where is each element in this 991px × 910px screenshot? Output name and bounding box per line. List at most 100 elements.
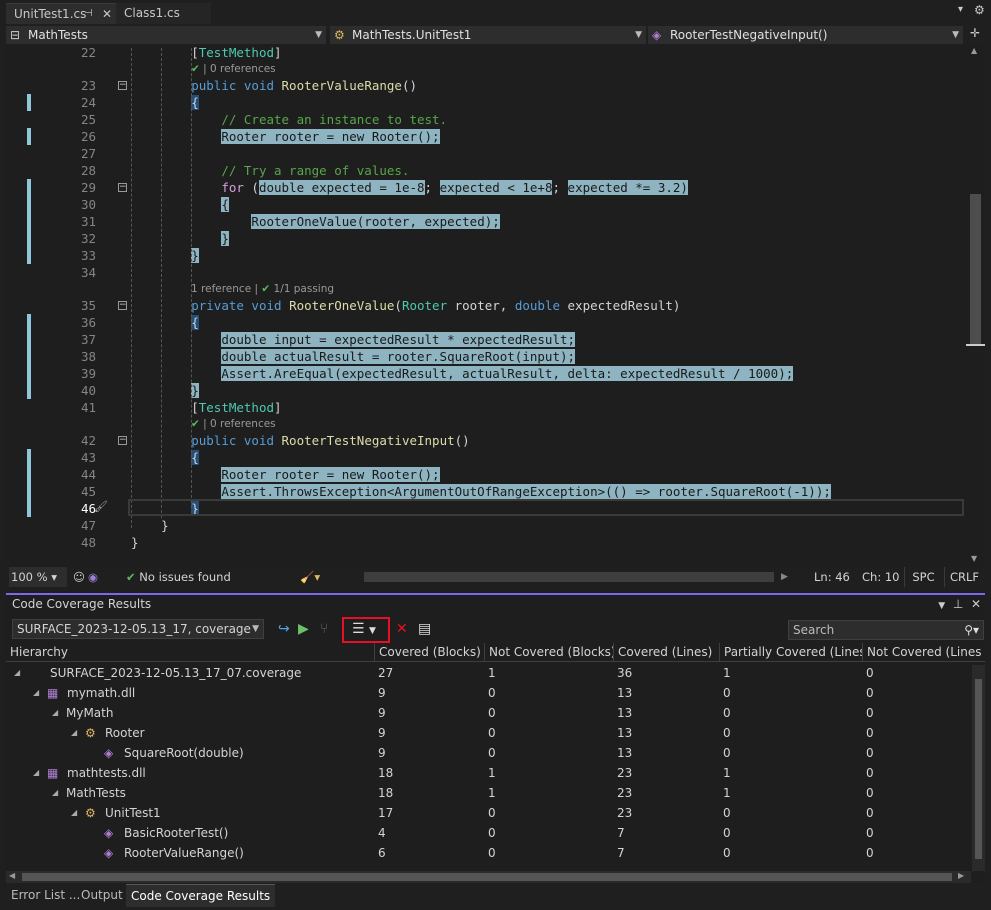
- intellicode-icon[interactable]: ◉: [88, 570, 99, 584]
- collapse-icon[interactable]: −: [118, 300, 127, 310]
- code-line: }: [131, 230, 229, 247]
- table-row[interactable]: ◢ MyMath 9 0 13 0 0: [6, 703, 971, 723]
- search-input[interactable]: Search ⚲▾: [788, 620, 984, 640]
- zoom-dropdown[interactable]: 100 % ▾: [9, 567, 67, 587]
- column-header[interactable]: Partially Covered (Lines): [719, 643, 862, 662]
- expander-icon[interactable]: ◢: [14, 668, 21, 677]
- table-row[interactable]: ◈ SquareRoot(double) 9 0 13 0 0: [6, 743, 971, 763]
- tab-class1[interactable]: Class1.cs: [116, 3, 211, 24]
- table-row[interactable]: ◈ BasicRooterTest() 4 0 7 0 0: [6, 823, 971, 843]
- table-row[interactable]: ◈ RooterValueRange() 6 0 7 0 0: [6, 843, 971, 863]
- zoom-value: 100 %: [11, 570, 48, 584]
- pin-icon[interactable]: ⊣: [84, 8, 93, 19]
- member-dropdown[interactable]: ◈ RooterTestNegativeInput() ▼: [648, 26, 963, 44]
- pin-icon[interactable]: ⊥: [952, 597, 964, 611]
- cell-value: 23: [617, 806, 633, 820]
- codelens[interactable]: ✔ | 0 references: [191, 416, 276, 432]
- collapse-icon[interactable]: −: [118, 182, 127, 192]
- scroll-left-icon[interactable]: ▶: [781, 572, 788, 582]
- scroll-left-icon[interactable]: ◀: [9, 871, 16, 880]
- assembly-icon: ▦: [47, 766, 59, 780]
- coverage-file-dropdown[interactable]: SURFACE_2023-12-05.13_17, coverage ▼: [12, 619, 264, 639]
- class-icon: ⚙: [334, 28, 345, 42]
- code-editor[interactable]: 22 [TestMethod] ✔ | 0 references 23− publi…: [6, 44, 985, 567]
- table-row[interactable]: ◢ MathTests 18 1 23 1 0: [6, 783, 971, 803]
- line-number: 30: [80, 197, 96, 212]
- scroll-thumb[interactable]: [22, 873, 952, 881]
- issues-indicator[interactable]: ✔ No issues found: [126, 567, 231, 587]
- class-dropdown[interactable]: ⚙ MathTests.UnitTest1 ▼: [330, 26, 646, 44]
- vertical-scrollbar[interactable]: [972, 665, 985, 871]
- column-header[interactable]: Covered (Lines): [613, 643, 719, 662]
- codelens[interactable]: 1 reference | ✔ 1/1 passing: [191, 281, 334, 297]
- add-content-icon[interactable]: ▤: [418, 621, 432, 637]
- expander-icon[interactable]: ◢: [52, 708, 59, 717]
- search-icon[interactable]: ⚲▾: [964, 623, 979, 637]
- collapse-icon[interactable]: −: [118, 80, 127, 90]
- horizontal-scrollbar[interactable]: ◀ ▶: [6, 871, 971, 883]
- close-icon[interactable]: ✕: [102, 7, 113, 21]
- split-icon[interactable]: ✛: [970, 26, 981, 40]
- cell-value: 17: [378, 806, 394, 820]
- scroll-thumb[interactable]: [970, 194, 981, 344]
- collapse-icon[interactable]: −: [118, 435, 127, 445]
- change-marker: [27, 247, 31, 264]
- column-header[interactable]: Hierarchy: [10, 645, 69, 659]
- tab-unittest1[interactable]: UnitTest1.cs ⊣ ✕: [6, 3, 116, 24]
- tab-label: Class1.cs: [124, 6, 180, 20]
- expander-icon[interactable]: ◢: [52, 788, 59, 797]
- dropdown-icon[interactable]: ▼: [938, 601, 946, 611]
- line-number: 46: [80, 501, 96, 516]
- expander-icon[interactable]: ◢: [71, 728, 78, 737]
- column-header[interactable]: Covered (Blocks): [374, 643, 484, 662]
- quick-actions-icon[interactable]: 🖌: [94, 500, 108, 513]
- project-dropdown[interactable]: ⊟ MathTests ▼: [6, 26, 326, 44]
- horizontal-scrollbar[interactable]: [364, 572, 774, 582]
- remove-results-icon[interactable]: ✕: [396, 621, 408, 637]
- code-token: }: [161, 518, 169, 533]
- table-row[interactable]: ◢ ⚙ UnitTest1 17 0 23 0 0: [6, 803, 971, 823]
- scroll-right-icon[interactable]: ▶: [958, 871, 965, 880]
- code-line: [TestMethod]: [131, 44, 281, 61]
- settings-icon[interactable]: ⚙: [974, 3, 985, 17]
- export-results-icon[interactable]: ☰ ▼: [352, 621, 376, 637]
- codelens-text: | 0 references: [199, 418, 276, 430]
- scroll-up-icon[interactable]: ▲: [971, 46, 978, 55]
- scroll-thumb[interactable]: [975, 679, 982, 859]
- check-icon: ✔: [261, 283, 271, 295]
- line-number: 22: [80, 45, 96, 60]
- code-line: {: [131, 449, 199, 466]
- cell-value: 0: [866, 766, 874, 780]
- tab-list-dropdown[interactable]: ▾: [958, 4, 964, 15]
- code-token: expected < 1e+8: [439, 180, 553, 195]
- code-token: [131, 231, 221, 246]
- table-row[interactable]: ◢ ⚙ Rooter 9 0 13 0 0: [6, 723, 971, 743]
- code-token: Rooter rooter = new Rooter();: [221, 129, 440, 144]
- scroll-down-icon[interactable]: ▼: [971, 554, 978, 563]
- code-line: {: [131, 314, 199, 331]
- cell-value: 7: [617, 826, 625, 840]
- table-row[interactable]: ◢ ▦ mymath.dll 9 0 13 0 0: [6, 683, 971, 703]
- whitespace-indicator[interactable]: SPC: [904, 567, 942, 587]
- copilot-icon[interactable]: ☺: [73, 570, 85, 584]
- expander-icon[interactable]: ◢: [33, 688, 40, 697]
- codelens[interactable]: ✔ | 0 references: [191, 61, 276, 77]
- column-header[interactable]: Not Covered (Lines: [862, 643, 985, 662]
- column-header[interactable]: Not Covered (Blocks): [484, 643, 613, 662]
- line-number: 28: [80, 163, 96, 178]
- table-row[interactable]: ◢ ▦ mathtests.dll 18 1 23 1 0: [6, 763, 971, 783]
- merge-results-icon[interactable]: ⑂: [320, 621, 329, 637]
- tab-code-coverage-results[interactable]: Code Coverage Results: [126, 884, 276, 907]
- vertical-scrollbar[interactable]: ▲ ▼: [966, 44, 985, 567]
- line-ending-indicator[interactable]: CRLF: [944, 567, 984, 587]
- expander-icon[interactable]: ◢: [33, 768, 40, 777]
- tab-error-list[interactable]: Error List ...: [11, 888, 81, 902]
- close-icon[interactable]: ✕: [970, 597, 981, 611]
- code-token: expectedResult): [560, 298, 681, 313]
- code-cleanup-icon[interactable]: 🧹▾: [300, 570, 321, 584]
- table-row[interactable]: ◢ SURFACE_2023-12-05.13_17_07.coverage 27 1…: [6, 663, 971, 683]
- run-tests-icon[interactable]: ▶: [298, 621, 309, 637]
- tab-output[interactable]: Output: [81, 888, 123, 902]
- show-coloring-icon[interactable]: ↪: [278, 621, 290, 637]
- expander-icon[interactable]: ◢: [71, 808, 78, 817]
